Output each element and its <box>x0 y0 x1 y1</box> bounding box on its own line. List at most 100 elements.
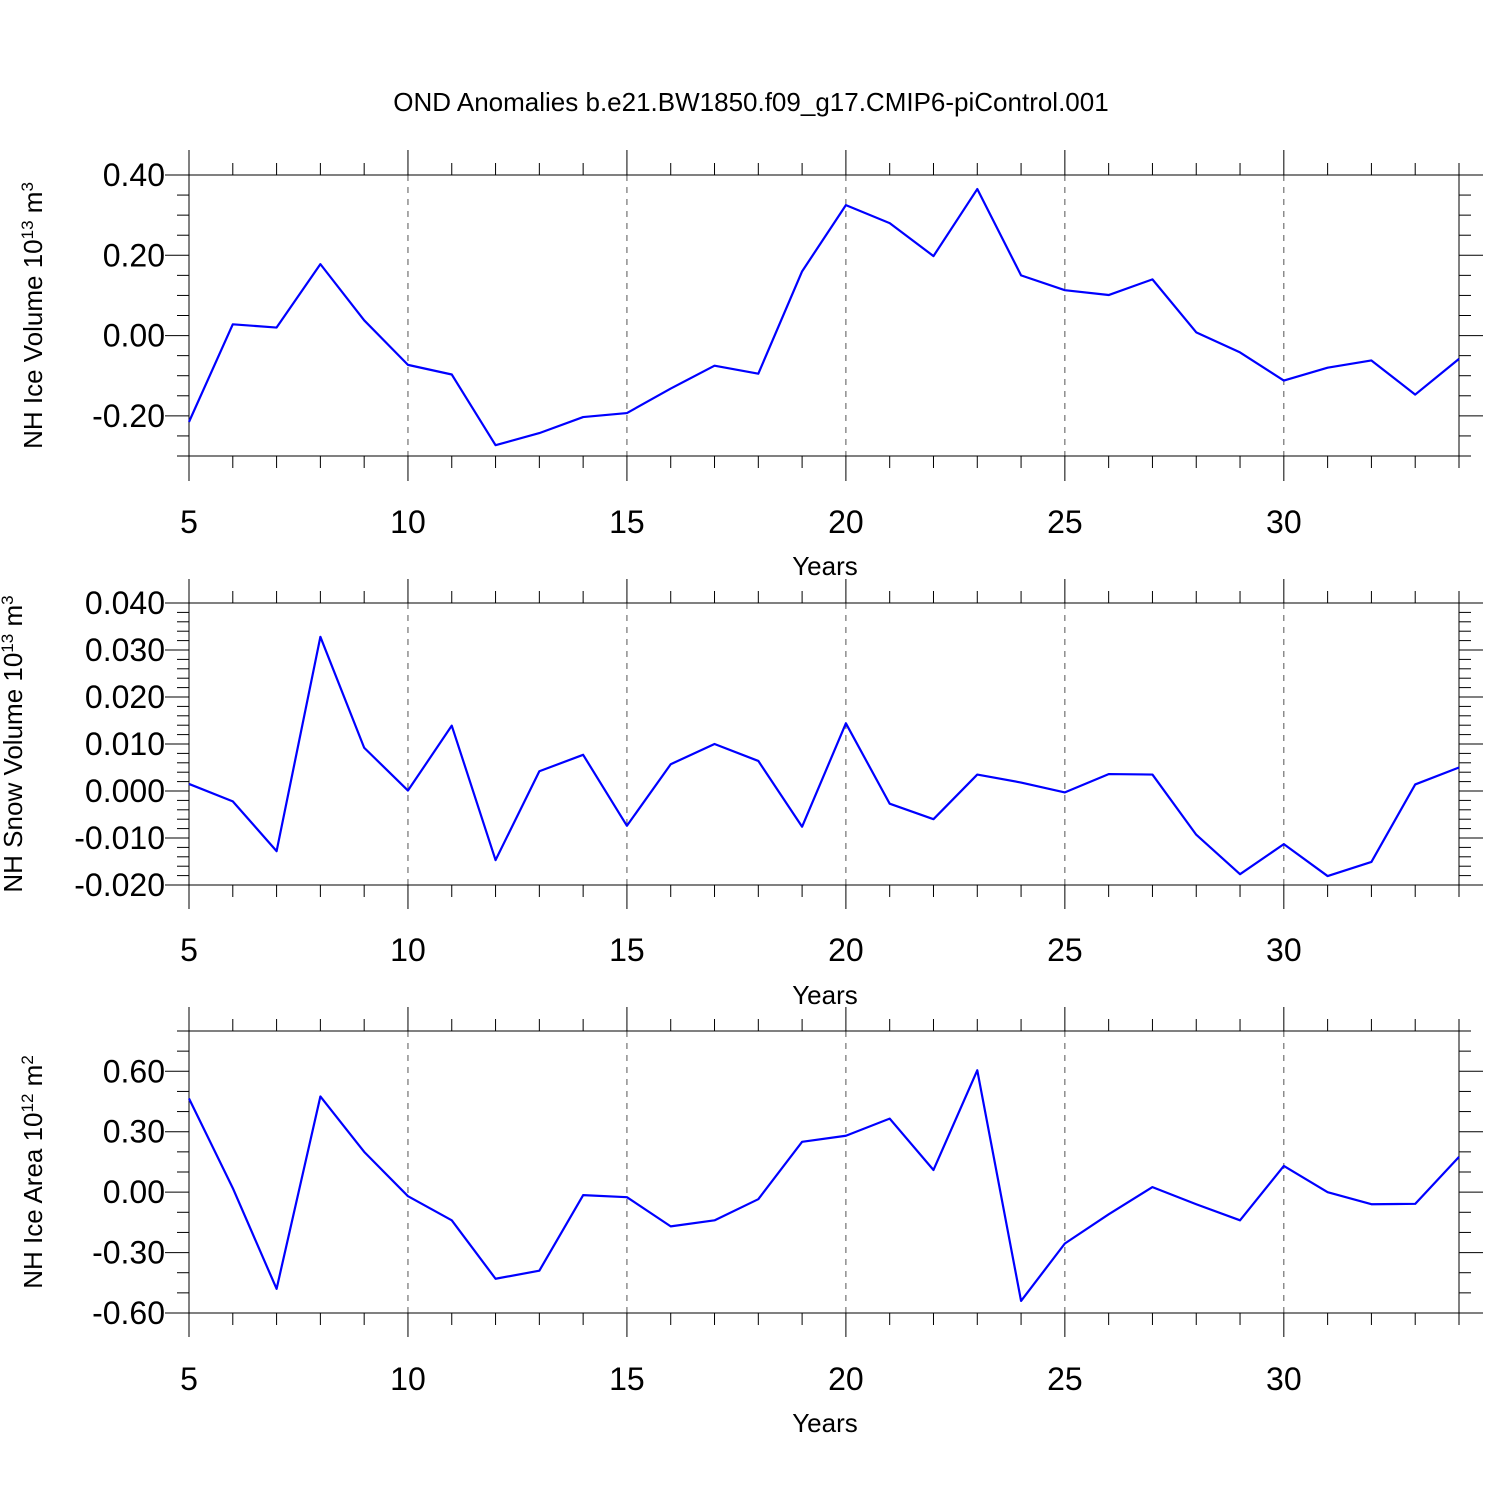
x-tick-label: 30 <box>1266 1361 1302 1397</box>
x-tick-label: 25 <box>1047 1361 1083 1397</box>
data-point <box>581 415 585 419</box>
chart-title: OND Anomalies b.e21.BW1850.f09_g17.CMIP6… <box>393 87 1108 117</box>
data-point <box>713 364 717 368</box>
data-point <box>581 753 585 757</box>
data-point <box>1194 833 1198 837</box>
data-point <box>844 203 848 207</box>
y-axis-label-exponent: 13 <box>18 220 37 239</box>
series-line-snow-volume <box>188 635 1460 878</box>
data-point <box>975 773 979 777</box>
data-point <box>537 769 541 773</box>
y-axis-label-exponent: 3 <box>18 182 37 191</box>
data-point <box>1282 1164 1286 1168</box>
data-point <box>275 849 279 853</box>
data-point <box>625 411 629 415</box>
data-point <box>362 1150 366 1154</box>
y-tick-label: 0.030 <box>85 632 165 668</box>
data-point <box>187 420 191 424</box>
y-tick-label: 0.00 <box>103 1174 165 1210</box>
x-tick-label: 10 <box>390 1361 426 1397</box>
x-tick-label: 20 <box>828 504 864 540</box>
x-tick-label: 15 <box>609 1361 645 1397</box>
x-tick-label: 5 <box>180 932 198 968</box>
y-tick-label: 0.20 <box>103 237 165 273</box>
data-point <box>1194 1202 1198 1206</box>
data-point <box>1238 1218 1242 1222</box>
y-tick-label: 0.040 <box>85 585 165 621</box>
data-point <box>669 1224 673 1228</box>
data-point <box>800 1140 804 1144</box>
y-tick-label: 0.010 <box>85 726 165 762</box>
data-point <box>1282 379 1286 383</box>
data-point <box>231 799 235 803</box>
x-tick-label: 20 <box>828 932 864 968</box>
data-point <box>1413 1202 1417 1206</box>
data-point <box>1063 288 1067 292</box>
data-point <box>800 269 804 273</box>
data-point <box>888 1117 892 1121</box>
y-axis-label: NH Ice Volume 1013 m3 <box>18 182 49 449</box>
data-point <box>625 824 629 828</box>
data-point <box>1457 766 1461 770</box>
data-point <box>931 254 935 258</box>
x-tick-label: 30 <box>1266 932 1302 968</box>
plot-frame <box>188 1030 1460 1314</box>
x-axis-label: Years <box>792 1408 858 1438</box>
data-point <box>1063 790 1067 794</box>
y-tick-label: 0.000 <box>85 773 165 809</box>
data-point <box>1107 293 1111 297</box>
y-axis-label-text: NH Ice Area 10 <box>18 1112 48 1288</box>
plot-frame <box>188 174 1460 457</box>
panel-snow-volume: 5 10 15 20 25 30 Years -0.020 -0.010 0.000 0.010 0.… <box>0 579 1483 1010</box>
data-point <box>1413 782 1417 786</box>
data-point <box>800 825 804 829</box>
y-tick-label: -0.20 <box>92 398 165 434</box>
y-tick-label: 0.60 <box>103 1053 165 1089</box>
x-tick-label: 30 <box>1266 504 1302 540</box>
data-point <box>1150 277 1154 281</box>
x-tick-label: 10 <box>390 932 426 968</box>
data-point <box>1238 872 1242 876</box>
y-tick-label: 0.00 <box>103 318 165 354</box>
data-point <box>581 1193 585 1197</box>
data-point <box>537 1269 541 1273</box>
data-point <box>406 1194 410 1198</box>
data-point <box>1150 1185 1154 1189</box>
data-point <box>975 187 979 191</box>
data-point <box>1282 842 1286 846</box>
y-axis-label: NH Ice Area 1012 m2 <box>18 1055 49 1289</box>
series-line-ice-area <box>188 1069 1460 1303</box>
data-point <box>406 363 410 367</box>
data-point <box>713 742 717 746</box>
data-point <box>1063 1242 1067 1246</box>
x-axis-label: Years <box>792 551 858 581</box>
data-point <box>1019 273 1023 277</box>
data-point <box>494 1277 498 1281</box>
y-tick-label: -0.020 <box>74 867 165 903</box>
data-point <box>537 431 541 435</box>
data-point <box>1457 1155 1461 1159</box>
data-point <box>669 762 673 766</box>
y-axis-label-text: m <box>18 1065 48 1094</box>
data-point <box>187 782 191 786</box>
data-point <box>931 817 935 821</box>
data-point <box>1238 350 1242 354</box>
data-point <box>756 372 760 376</box>
data-point <box>275 1287 279 1291</box>
y-tick-label: 0.40 <box>103 157 165 193</box>
data-point <box>1326 874 1330 878</box>
data-point <box>406 789 410 793</box>
data-point <box>756 759 760 763</box>
data-point <box>494 858 498 862</box>
data-point <box>362 746 366 750</box>
data-point <box>1019 781 1023 785</box>
data-point <box>231 322 235 326</box>
x-tick-label: 5 <box>180 1361 198 1397</box>
data-point <box>625 1195 629 1199</box>
data-point <box>187 1096 191 1100</box>
plot-frame <box>188 602 1460 886</box>
data-point <box>494 443 498 447</box>
data-point <box>1326 366 1330 370</box>
data-point <box>362 318 366 322</box>
x-tick-label: 25 <box>1047 504 1083 540</box>
